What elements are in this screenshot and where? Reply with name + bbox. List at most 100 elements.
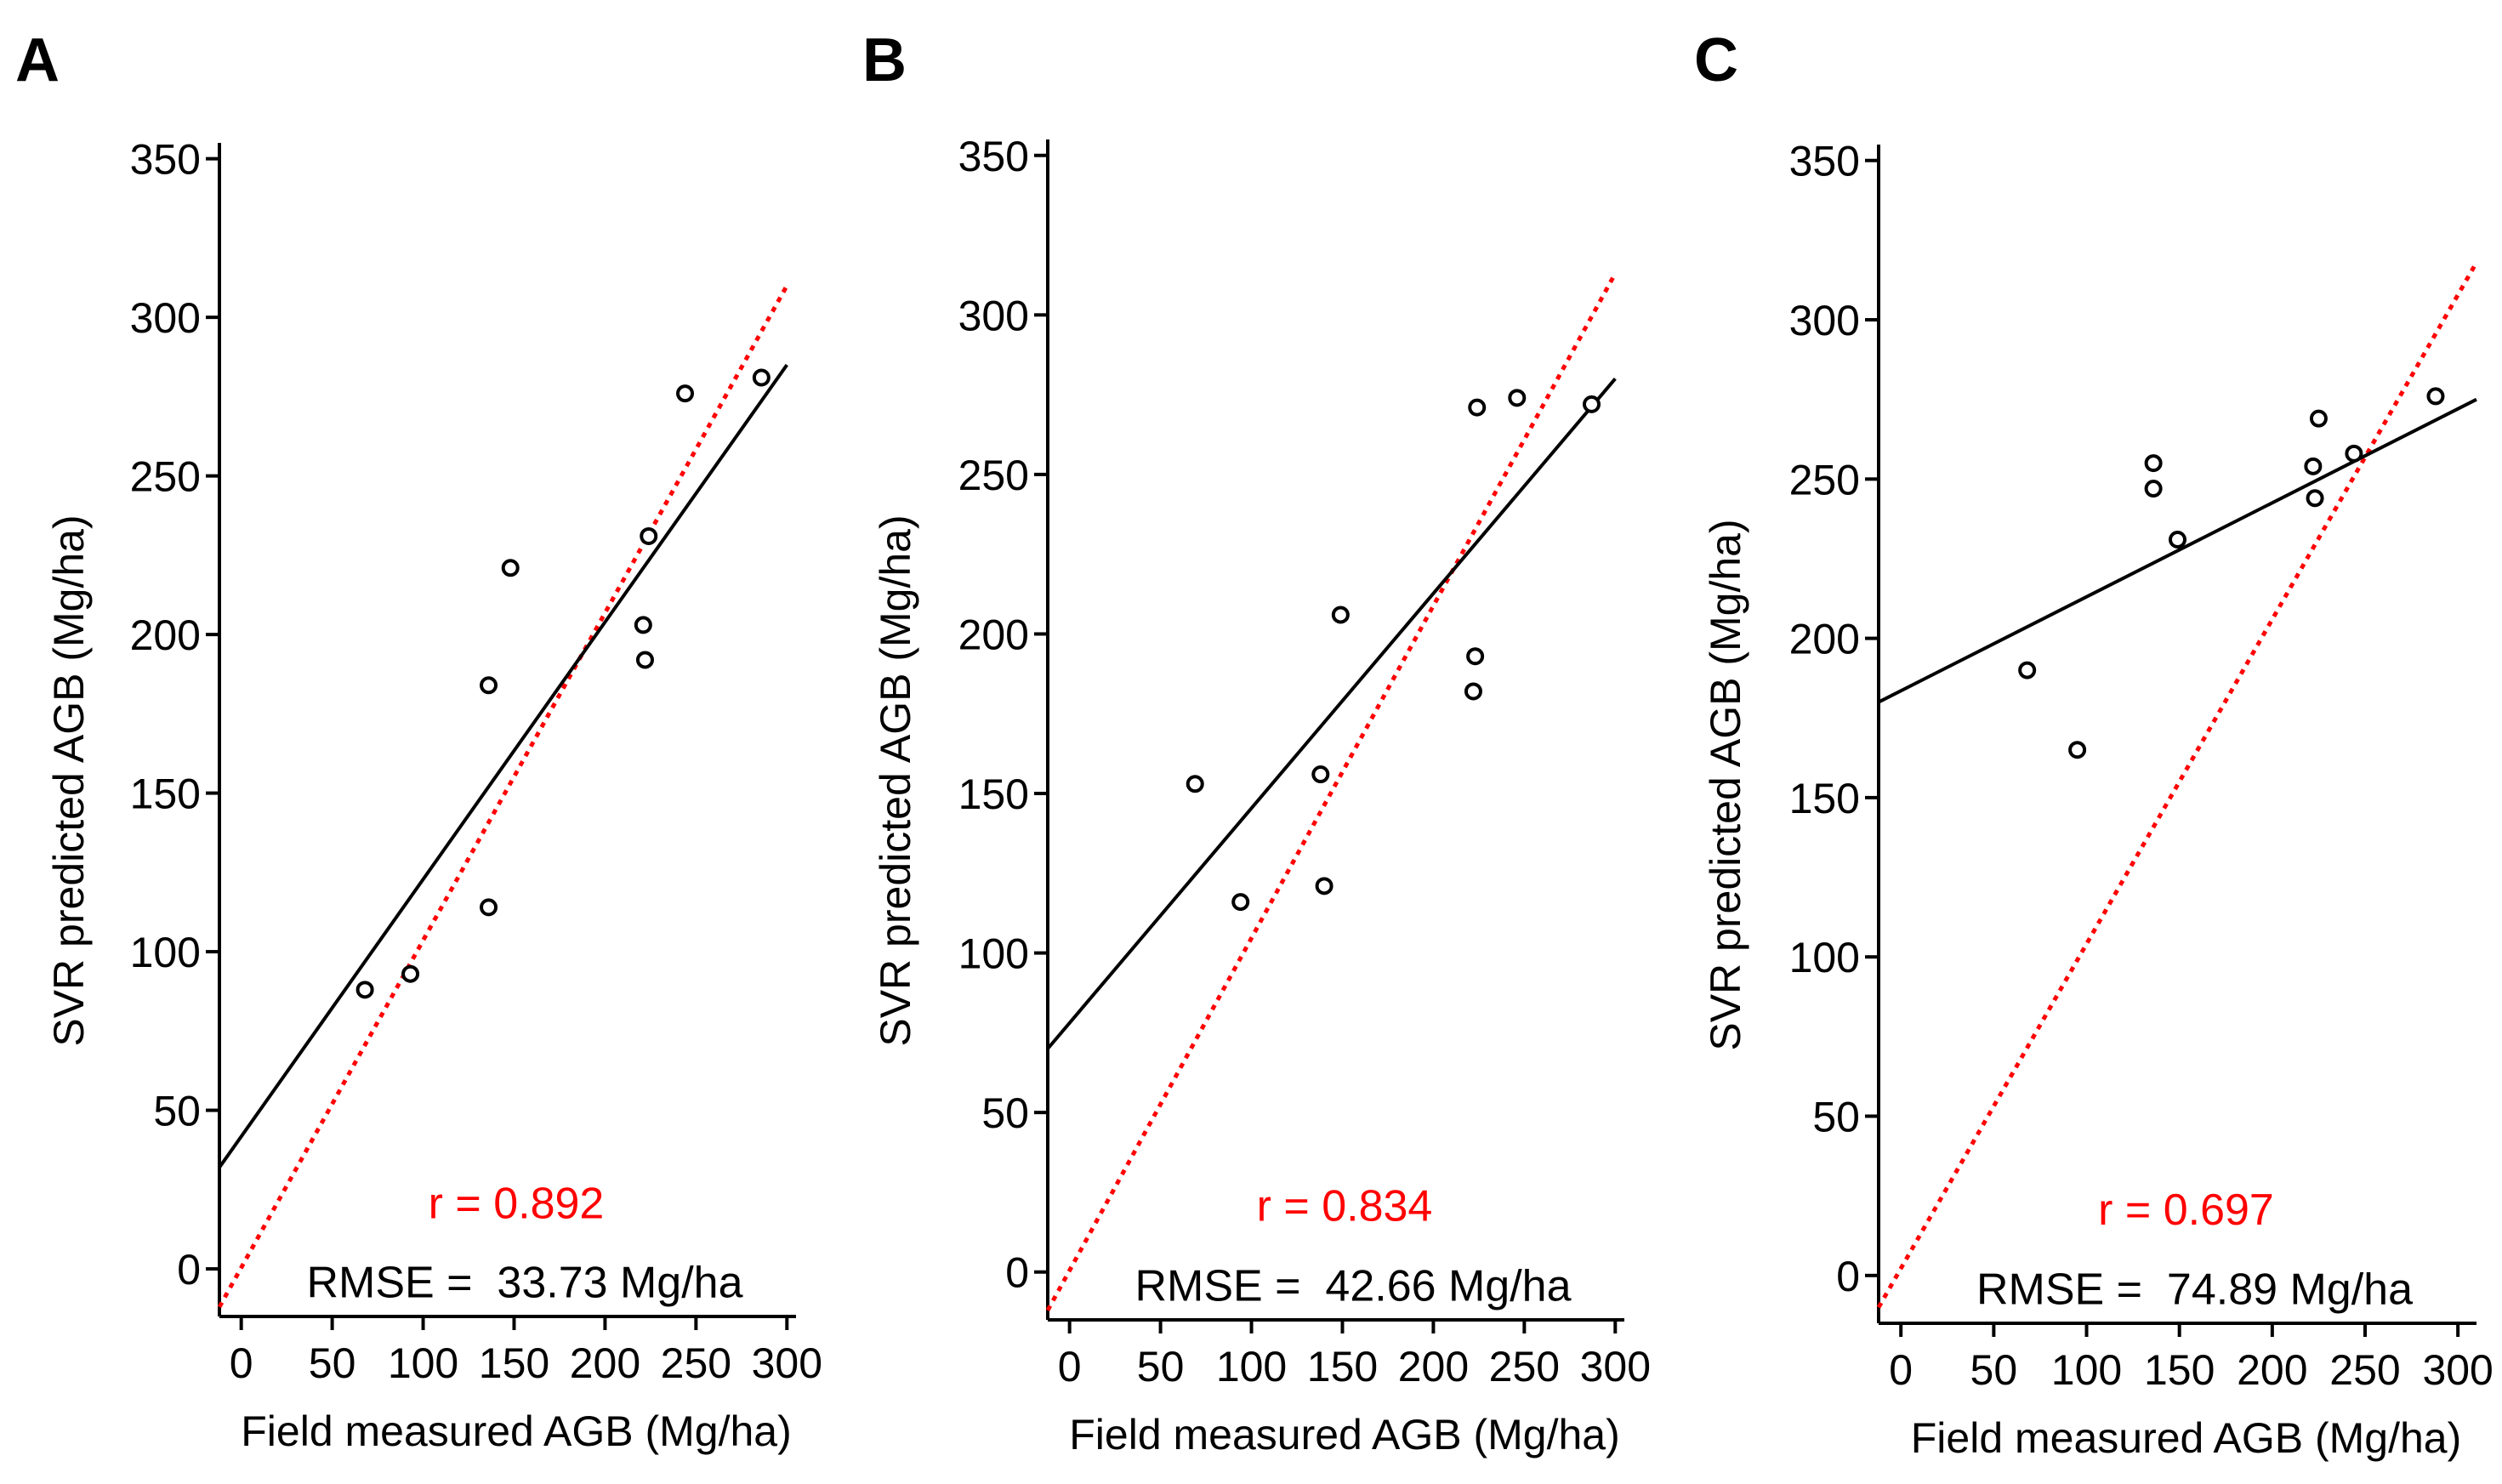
y-tick-label: 100 (958, 930, 1029, 978)
rmse-label: RMSE = 42.66 Mg/ha (1134, 1261, 1571, 1311)
y-tick-label: 300 (1789, 297, 1860, 344)
y-tick-label: 350 (1789, 138, 1860, 185)
data-point (1508, 389, 1527, 407)
data-point (1311, 765, 1330, 784)
y-tick-label: 100 (1789, 934, 1860, 981)
data-point (635, 651, 654, 669)
y-tick-label: 100 (130, 929, 201, 976)
data-point (2306, 489, 2324, 508)
x-tick-label: 100 (2051, 1346, 2122, 1394)
y-axis-title: SVR predicted AGB (Mg/ha) (45, 515, 93, 1046)
x-tick-label: 0 (230, 1339, 253, 1387)
data-point (2144, 480, 2163, 498)
data-point (640, 526, 658, 545)
y-axis-title: SVR predicted AGB (Mg/ha) (1702, 519, 1749, 1050)
x-axis-title: Field measured AGB (Mg/ha) (1911, 1414, 2462, 1462)
x-tick-label: 200 (1398, 1343, 1469, 1390)
x-tick-label: 250 (2329, 1346, 2400, 1394)
x-tick-label: 50 (1137, 1343, 1185, 1390)
y-tick-label: 150 (130, 770, 201, 818)
data-point (1231, 893, 1250, 912)
x-tick-label: 100 (388, 1339, 458, 1387)
x-tick-label: 300 (752, 1339, 822, 1387)
y-tick-label: 50 (1812, 1094, 1860, 1141)
reference-line (1045, 272, 1618, 1311)
data-point (2144, 454, 2163, 473)
y-tick-label: 150 (1789, 775, 1860, 822)
regression-line (1046, 378, 1617, 1050)
y-tick-label: 0 (177, 1246, 201, 1294)
rmse-label: RMSE = 74.89 Mg/ha (1976, 1265, 2413, 1315)
x-tick-label: 50 (309, 1339, 356, 1387)
y-tick-label: 300 (958, 292, 1029, 339)
reference-line (217, 284, 789, 1309)
data-point (752, 368, 771, 387)
y-tick-label: 200 (958, 611, 1029, 658)
data-point (1186, 775, 1204, 793)
x-tick-label: 200 (2237, 1346, 2307, 1394)
x-axis-title: Field measured AGB (Mg/ha) (1069, 1411, 1620, 1458)
y-tick-label: 50 (981, 1089, 1029, 1137)
y-tick-label: 350 (130, 136, 201, 184)
data-point (2426, 387, 2445, 406)
data-point (480, 676, 498, 695)
data-point (401, 964, 420, 983)
x-tick-label: 150 (479, 1339, 549, 1387)
data-point (2309, 409, 2328, 428)
y-tick-label: 200 (1789, 616, 1860, 663)
x-tick-label: 300 (2422, 1346, 2493, 1394)
data-point (2018, 661, 2037, 679)
chart-panel-c: C 0 50 100 150 200 250 300 350 0 50 100 150 200 250 300… (1694, 26, 2493, 1462)
panel-letter: B (862, 26, 907, 94)
x-tick-label: 300 (1580, 1343, 1651, 1390)
data-point (2304, 457, 2323, 475)
r-value-label: r = 0.892 (429, 1179, 605, 1228)
r-value-label: r = 0.834 (1257, 1182, 1433, 1231)
y-tick-label: 200 (130, 611, 201, 659)
data-point (676, 384, 695, 403)
data-point (1464, 682, 1482, 701)
chart-panel-a: A 0 50 100 150 200 250 300 350 0 50 100 150 200 250 300… (15, 26, 822, 1455)
rmse-label: RMSE = 33.73 Mg/ha (306, 1259, 742, 1308)
x-tick-label: 150 (1307, 1343, 1378, 1390)
x-tick-label: 50 (1970, 1346, 2018, 1394)
x-tick-label: 250 (661, 1339, 731, 1387)
regression-line (218, 363, 788, 1168)
chart-panel-b: B 0 50 100 150 200 250 300 350 0 50 100 150 200 250 300… (862, 26, 1651, 1458)
y-tick-label: 250 (130, 453, 201, 501)
data-point (1315, 877, 1333, 896)
y-tick-label: 0 (1005, 1249, 1029, 1297)
data-point (1331, 606, 1350, 624)
y-tick-label: 300 (130, 294, 201, 342)
y-axis-title: SVR predicted AGB (Mg/ha) (872, 515, 919, 1046)
y-tick-label: 250 (1789, 456, 1860, 503)
y-tick-label: 0 (1836, 1253, 1860, 1300)
x-tick-label: 100 (1216, 1343, 1287, 1390)
x-axis-title: Field measured AGB (Mg/ha) (241, 1407, 792, 1455)
x-tick-label: 0 (1889, 1346, 1913, 1394)
data-point (2068, 741, 2087, 759)
y-tick-label: 250 (958, 452, 1029, 499)
panel-letter: A (15, 26, 60, 94)
data-point (634, 616, 652, 634)
data-point (501, 559, 520, 577)
x-tick-label: 150 (2144, 1346, 2215, 1394)
reference-line (1876, 261, 2479, 1309)
data-point (1466, 647, 1485, 666)
regression-line (1878, 397, 2477, 704)
x-tick-label: 0 (1058, 1343, 1082, 1390)
data-point (2169, 530, 2186, 549)
data-point (1468, 398, 1487, 417)
data-point (2345, 444, 2363, 463)
x-tick-label: 250 (1489, 1343, 1560, 1390)
x-tick-label: 200 (570, 1339, 640, 1387)
panel-letter: C (1694, 26, 1738, 94)
data-point (480, 898, 498, 917)
data-point (1583, 395, 1601, 413)
r-value-label: r = 0.697 (2098, 1185, 2274, 1235)
data-point (355, 981, 374, 999)
y-tick-label: 50 (153, 1088, 201, 1135)
y-tick-label: 150 (958, 770, 1029, 818)
y-tick-label: 350 (958, 133, 1029, 180)
